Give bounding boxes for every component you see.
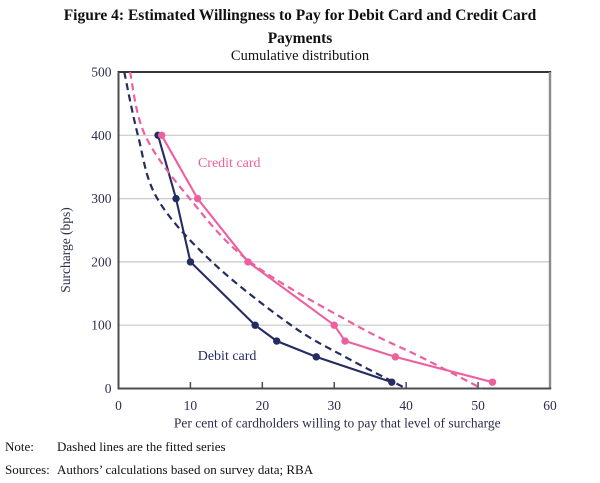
debit-card-marker: [251, 321, 259, 329]
debit-card-marker: [172, 194, 180, 203]
y-axis-title: Surcharge (bps): [58, 207, 73, 293]
note-text: Dashed lines are the fitted series: [57, 439, 226, 454]
y-tick-label-500: 500: [91, 65, 112, 80]
debit-card-fitted-line: [123, 71, 407, 390]
credit-card-fitted-line: [128, 71, 483, 390]
note-label: Note:: [5, 439, 34, 454]
debit-card-marker: [312, 353, 320, 361]
debit-card-marker: [273, 337, 281, 345]
x-tick-label-50: 50: [471, 398, 485, 413]
debit-card-marker: [186, 258, 195, 266]
x-tick-label-40: 40: [399, 398, 413, 413]
sources-text: Authors’ calculations based on survey da…: [57, 462, 314, 477]
credit-card-marker: [193, 194, 202, 203]
x-tick-label-10: 10: [184, 398, 198, 413]
x-tick-label-60: 60: [543, 398, 557, 413]
credit-card-marker: [157, 131, 166, 139]
credit-card-marker: [391, 353, 400, 361]
x-tick-label-20: 20: [256, 398, 270, 413]
credit-card-label: Credit card: [198, 156, 261, 171]
x-tick-label-0: 0: [115, 398, 122, 413]
chart-subtitle: Cumulative distribution: [230, 48, 370, 64]
y-tick-label-200: 200: [91, 254, 112, 269]
credit-card-marker: [244, 258, 252, 266]
y-tick-label-300: 300: [91, 191, 112, 206]
credit-card-marker: [330, 321, 338, 329]
credit-card-line: [160, 134, 493, 384]
credit-card-marker: [341, 337, 349, 345]
debit-card-label: Debit card: [198, 349, 257, 364]
y-tick-label-400: 400: [91, 128, 112, 143]
y-tick-label-0: 0: [105, 381, 112, 396]
x-tick-label-30: 30: [328, 398, 342, 413]
x-axis-title: Per cent of cardholders willing to pay t…: [174, 416, 501, 431]
y-tick-label-100: 100: [91, 318, 112, 333]
sources-row: Sources: Authors’ calculations based on s…: [5, 462, 595, 478]
note-row: Note: Dashed lines are the fitted series: [5, 439, 595, 455]
sources-label: Sources:: [5, 462, 50, 477]
figure-title-line2: Payments: [267, 30, 333, 47]
credit-card-marker: [488, 378, 497, 386]
figure-title: Figure 4: Estimated Willingness to Pay f…: [0, 4, 600, 50]
figure-title-line1: Figure 4: Estimated Willingness to Pay f…: [63, 7, 537, 24]
